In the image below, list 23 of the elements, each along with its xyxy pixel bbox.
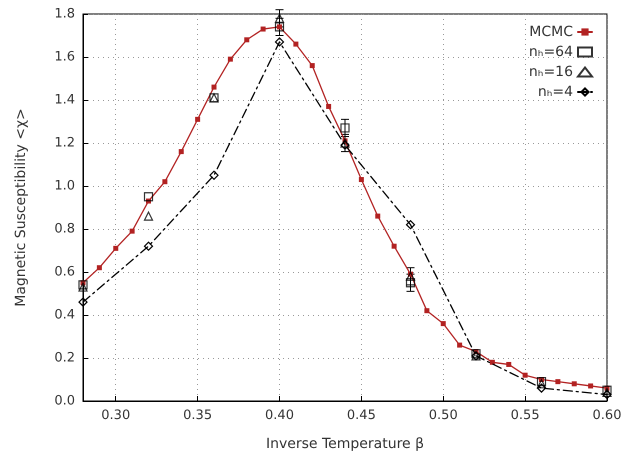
x-tick-label: 0.30 bbox=[101, 408, 130, 423]
y-axis-title: Magnetic Susceptibility <χ> bbox=[13, 108, 29, 307]
y-tick-label: 1.2 bbox=[54, 136, 75, 150]
x-tick-label: 0.40 bbox=[265, 408, 294, 423]
legend-label: nₕ=4 bbox=[538, 84, 574, 100]
y-tick-label: 1.8 bbox=[54, 6, 75, 22]
y-tick-label: 1.6 bbox=[54, 50, 75, 64]
y-tick-label: 0.8 bbox=[54, 222, 75, 236]
y-tick-label: 1.4 bbox=[54, 92, 75, 108]
x-tick-label: 0.60 bbox=[592, 408, 622, 423]
x-axis-title: Inverse Temperature β bbox=[266, 436, 424, 452]
legend-label: MCMC bbox=[529, 24, 574, 40]
y-tick-label: 0.2 bbox=[54, 350, 75, 366]
legend-label: nₕ=16 bbox=[528, 64, 574, 80]
x-tick-label: 0.35 bbox=[183, 408, 212, 423]
x-tick-label: 0.50 bbox=[428, 408, 458, 423]
y-tick-label: 1.0 bbox=[54, 178, 75, 194]
y-tick-label: 0.6 bbox=[54, 264, 75, 280]
x-tick-label: 0.55 bbox=[510, 408, 540, 423]
x-tick-label: 0.45 bbox=[346, 408, 376, 423]
y-tick-label: 0.4 bbox=[54, 308, 75, 322]
legend-label: nₕ=64 bbox=[528, 44, 574, 60]
y-tick-label: 0.0 bbox=[54, 394, 75, 408]
